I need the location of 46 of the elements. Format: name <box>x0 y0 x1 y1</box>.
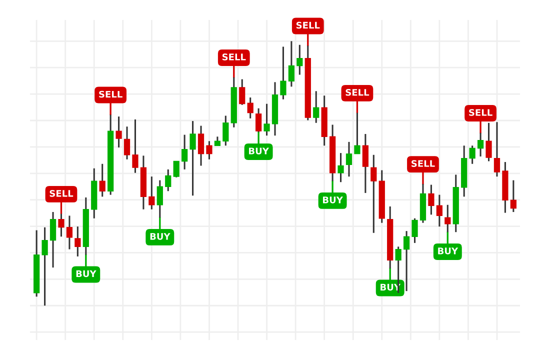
annotation: SELL <box>296 22 320 29</box>
candlestick <box>190 120 196 196</box>
candlestick <box>296 44 303 76</box>
candlestick <box>132 118 138 174</box>
annotation: SELL <box>412 160 435 167</box>
candlestick <box>165 168 172 192</box>
candlestick <box>264 103 270 136</box>
annotation: BUY <box>438 248 458 254</box>
annotation: SELL <box>222 54 246 60</box>
candlestick <box>247 96 254 120</box>
annotation: BUY <box>380 284 401 291</box>
candlestick <box>510 180 516 213</box>
candlestick <box>362 133 368 194</box>
candlestick <box>148 176 155 210</box>
candlestick <box>338 152 344 183</box>
candlestick <box>206 140 212 160</box>
candlestick <box>469 144 476 165</box>
candlestick <box>124 126 130 160</box>
candlestick <box>494 121 500 178</box>
candlestick <box>436 194 442 228</box>
annotation: BUY <box>150 233 170 240</box>
candlestick <box>239 78 246 106</box>
candlestick <box>428 184 434 216</box>
candlestick <box>74 226 81 258</box>
candlestick <box>182 134 188 170</box>
candlestick <box>173 160 180 178</box>
annotation: BUY <box>249 148 270 154</box>
candlestick <box>370 154 377 234</box>
candlestick <box>313 90 320 124</box>
candlestick <box>222 114 229 146</box>
candlestick <box>280 46 286 100</box>
candlestick <box>66 214 73 250</box>
candlestick <box>198 125 204 166</box>
candlestick <box>42 226 48 306</box>
candlestick <box>116 116 122 148</box>
candlestick <box>99 163 106 198</box>
annotation: SELL <box>346 88 370 96</box>
candlestick <box>288 40 295 88</box>
candlestick <box>346 141 352 178</box>
annotation: SELL <box>99 90 122 98</box>
annotation: SELL <box>469 109 492 116</box>
candlestick <box>412 218 418 244</box>
candlestick <box>50 211 56 268</box>
annotation: SELL <box>50 190 74 197</box>
annotation: BUY <box>323 196 344 204</box>
annotation: BUY <box>76 270 96 278</box>
